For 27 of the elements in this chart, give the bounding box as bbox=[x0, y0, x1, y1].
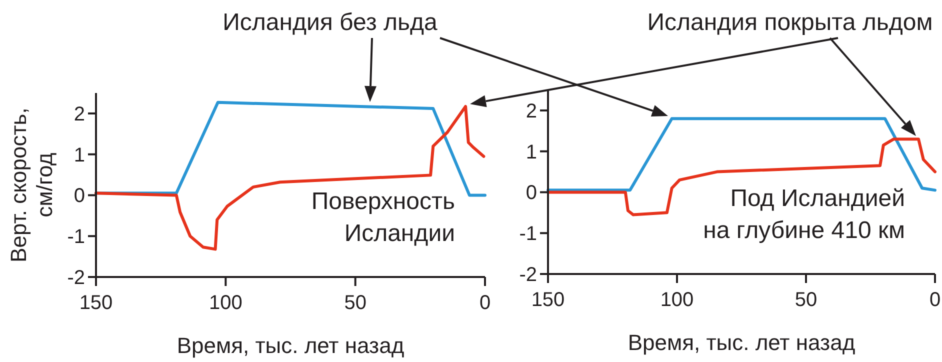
text: Под Исландией на глубине 410 км bbox=[703, 185, 905, 244]
y-tick-label: 0 bbox=[526, 182, 537, 204]
y-tick-label: -2 bbox=[67, 267, 85, 289]
x-tick-label: 50 bbox=[794, 289, 818, 311]
text: Поверхность Исландии bbox=[311, 188, 455, 247]
line-series bbox=[546, 138, 936, 216]
y-tick-label: -1 bbox=[519, 223, 537, 246]
y-tick-label: 1 bbox=[526, 141, 537, 164]
y-tick-label: 0 bbox=[74, 185, 85, 208]
x-tick-label: 150 bbox=[531, 289, 565, 311]
x-tick-label: 100 bbox=[660, 289, 694, 311]
x-tick-label: 0 bbox=[929, 289, 941, 311]
text: Исландия без льда bbox=[222, 9, 438, 36]
x-axis-title: Время, тыс. лет назад bbox=[176, 333, 404, 358]
y-tick-label: 2 bbox=[526, 100, 537, 122]
y-tick-label: -1 bbox=[67, 226, 85, 248]
y-tick-label: 1 bbox=[74, 144, 85, 166]
x-tick-label: 50 bbox=[344, 292, 366, 314]
y-axis-title: Верт. скорость, см/год bbox=[6, 108, 57, 262]
x-tick-label: 150 bbox=[79, 292, 113, 314]
x-axis-title: Время, тыс. лет назад bbox=[628, 330, 856, 355]
y-tick-label: 2 bbox=[74, 103, 85, 126]
line-series bbox=[94, 104, 486, 251]
x-tick-label: 0 bbox=[479, 292, 491, 314]
y-tick-label: -2 bbox=[519, 264, 537, 286]
text: Исландия покрыта льдом bbox=[647, 9, 933, 36]
x-tick-label: 100 bbox=[208, 292, 242, 314]
